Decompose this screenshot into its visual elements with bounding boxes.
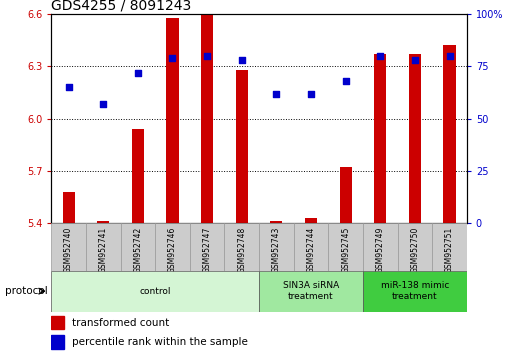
Bar [97, 221, 109, 223]
Bar [235, 70, 248, 223]
Bar [363, 223, 398, 271]
Bar [121, 223, 155, 271]
Bar [328, 223, 363, 271]
Point [307, 91, 315, 96]
Bar [86, 223, 121, 271]
Point [272, 91, 281, 96]
Text: percentile rank within the sample: percentile rank within the sample [72, 337, 248, 347]
Point [376, 53, 384, 59]
Point [238, 57, 246, 63]
Text: GSM952744: GSM952744 [306, 227, 315, 273]
Bar [166, 18, 179, 223]
Text: GSM952745: GSM952745 [341, 227, 350, 273]
Point [342, 78, 350, 84]
Bar [398, 223, 432, 271]
Text: GSM952748: GSM952748 [237, 227, 246, 273]
Text: GSM952750: GSM952750 [410, 227, 420, 273]
Bar [132, 129, 144, 223]
Bar [51, 335, 64, 349]
Text: protocol: protocol [5, 286, 48, 296]
Text: GSM952747: GSM952747 [203, 227, 212, 273]
Text: SIN3A siRNA
treatment: SIN3A siRNA treatment [283, 281, 339, 301]
Bar [155, 223, 190, 271]
Bar [51, 223, 86, 271]
Text: GDS4255 / 8091243: GDS4255 / 8091243 [51, 0, 191, 13]
Bar [51, 271, 259, 312]
Bar [259, 271, 363, 312]
Bar [374, 54, 386, 223]
Text: GSM952749: GSM952749 [376, 227, 385, 273]
Text: GSM952740: GSM952740 [64, 227, 73, 273]
Bar [432, 223, 467, 271]
Point [445, 53, 453, 59]
Bar [443, 45, 456, 223]
Point [203, 53, 211, 59]
Text: GSM952741: GSM952741 [98, 227, 108, 273]
Bar [51, 316, 64, 329]
Bar [409, 54, 421, 223]
Bar [201, 14, 213, 223]
Point [99, 101, 107, 107]
Text: GSM952746: GSM952746 [168, 227, 177, 273]
Bar [63, 192, 75, 223]
Bar [340, 167, 352, 223]
Bar [305, 218, 317, 223]
Bar [270, 221, 283, 223]
Bar [225, 223, 259, 271]
Text: GSM952742: GSM952742 [133, 227, 143, 273]
Text: GSM952751: GSM952751 [445, 227, 454, 273]
Bar [293, 223, 328, 271]
Bar [190, 223, 225, 271]
Point [411, 57, 419, 63]
Bar [363, 271, 467, 312]
Text: control: control [140, 287, 171, 296]
Point [134, 70, 142, 75]
Text: GSM952743: GSM952743 [272, 227, 281, 273]
Text: transformed count: transformed count [72, 318, 169, 327]
Text: miR-138 mimic
treatment: miR-138 mimic treatment [381, 281, 449, 301]
Point [168, 55, 176, 61]
Bar [259, 223, 293, 271]
Point [65, 84, 73, 90]
